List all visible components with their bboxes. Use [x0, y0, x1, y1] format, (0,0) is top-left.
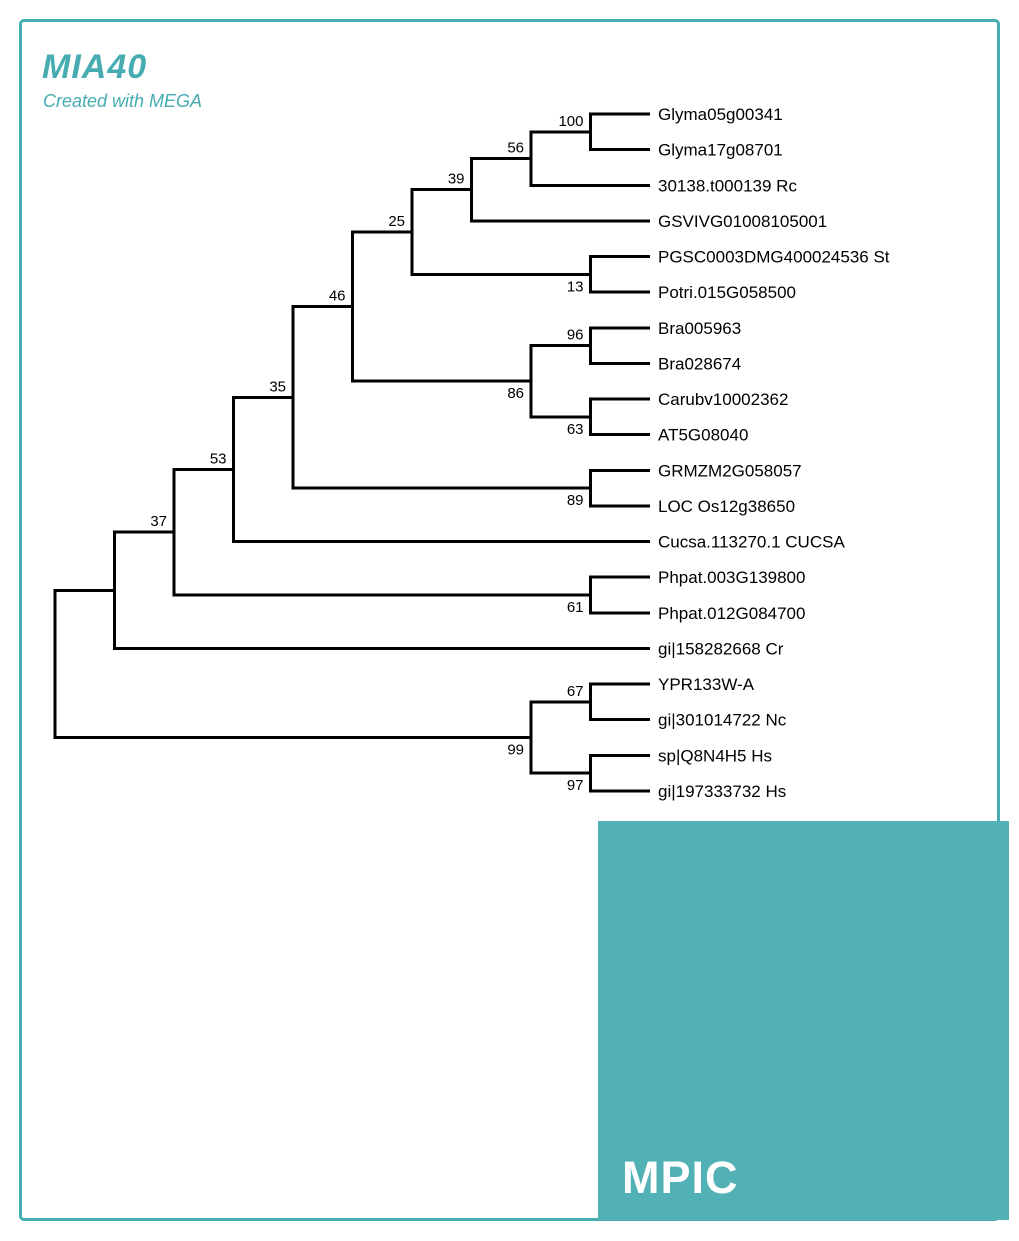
taxon-label: AT5G08040	[658, 426, 748, 445]
bootstrap-value: 96	[567, 327, 584, 344]
bootstrap-value: 67	[567, 683, 584, 700]
taxon-label: LOC Os12g38650	[658, 497, 795, 516]
bootstrap-value: 61	[567, 599, 584, 616]
bootstrap-value: 99	[507, 742, 524, 759]
brand-square: MPIC	[598, 821, 1009, 1220]
taxon-label: Bra005963	[658, 319, 741, 338]
bootstrap-value: 13	[567, 278, 584, 295]
bootstrap-value: 86	[507, 385, 524, 402]
taxon-label: Phpat.012G084700	[658, 604, 805, 623]
brand-logo: MPIC	[622, 1152, 739, 1203]
bootstrap-value: 25	[388, 213, 405, 230]
bootstrap-value: 63	[567, 421, 584, 438]
taxon-label: Potri.015G058500	[658, 283, 796, 302]
taxon-label: Glyma05g00341	[658, 105, 783, 124]
bootstrap-value: 46	[329, 288, 346, 305]
bootstrap-value: 39	[448, 171, 465, 188]
taxon-label: sp|Q8N4H5 Hs	[658, 746, 772, 765]
page-subtitle: Created with MEGA	[43, 91, 203, 111]
taxon-label: YPR133W-A	[658, 675, 755, 694]
bootstrap-value: 89	[567, 492, 584, 509]
taxon-label: Carubv10002362	[658, 390, 788, 409]
taxon-label: Phpat.003G139800	[658, 568, 805, 587]
bootstrap-value: 56	[507, 140, 524, 157]
bootstrap-value: 100	[558, 113, 583, 130]
taxon-label: GSVIVG01008105001	[658, 212, 827, 231]
taxon-label: gi|301014722 Nc	[658, 711, 787, 730]
taxon-label: PGSC0003DMG400024536 St	[658, 248, 890, 267]
taxon-label: Glyma17g08701	[658, 141, 783, 160]
taxon-label: GRMZM2G058057	[658, 461, 802, 480]
taxon-label: Bra028674	[658, 354, 741, 373]
bootstrap-value: 53	[210, 450, 227, 467]
page-title: MIA40	[42, 48, 148, 86]
bootstrap-value: 37	[150, 513, 167, 530]
bootstrap-value: 35	[269, 378, 286, 395]
taxon-label: Cucsa.113270.1 CUCSA	[658, 533, 845, 552]
taxon-label: 30138.t000139 Rc	[658, 176, 797, 195]
taxon-label: gi|158282668 Cr	[658, 639, 784, 658]
bootstrap-value: 97	[567, 777, 584, 794]
page-border	[19, 19, 1000, 1221]
taxon-label: gi|197333732 Hs	[658, 782, 786, 801]
